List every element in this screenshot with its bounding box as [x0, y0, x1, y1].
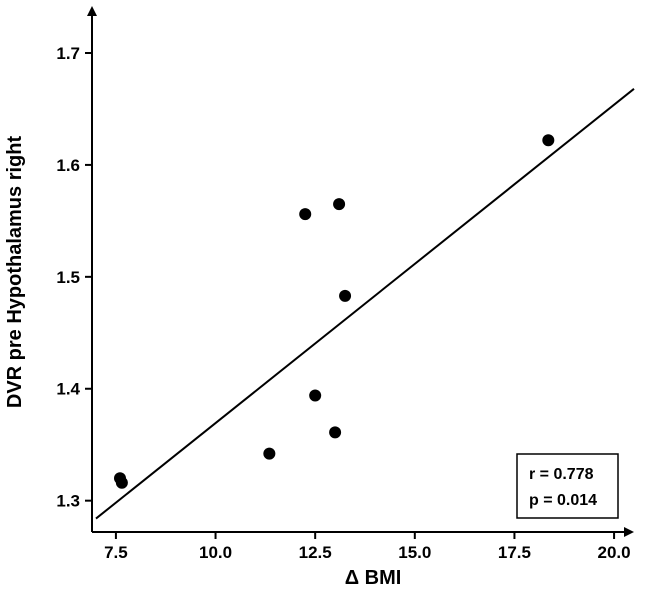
x-tick-label: 20.0: [598, 543, 631, 562]
y-ticks: 1.3 1.4 1.5 1.6 1.7: [56, 44, 92, 511]
data-points: [114, 134, 555, 489]
stats-r-value: r = 0.778: [529, 466, 594, 483]
x-tick-label: 7.5: [104, 543, 128, 562]
y-tick-label: 1.7: [56, 44, 80, 63]
x-axis-arrow: [624, 527, 634, 537]
y-axis-arrow: [87, 6, 97, 16]
x-tick-label: 15.0: [398, 543, 431, 562]
data-point: [339, 289, 352, 302]
data-point: [309, 389, 322, 402]
y-tick-label: 1.5: [56, 268, 80, 287]
x-tick-label: 17.5: [498, 543, 531, 562]
y-tick-label: 1.6: [56, 156, 80, 175]
stats-p-value: p = 0.014: [529, 492, 597, 509]
data-point: [542, 134, 555, 147]
x-ticks: 7.5 10.0 12.5 15.0 17.5 20.0: [104, 532, 631, 562]
data-point: [329, 426, 342, 439]
y-tick-label: 1.4: [56, 380, 80, 399]
data-point: [299, 208, 312, 221]
stats-box: [516, 453, 619, 519]
y-axis-title: DVR pre Hypothalamus right: [4, 136, 26, 409]
regression-line: [95, 88, 635, 520]
data-point: [333, 198, 346, 211]
data-point: [115, 476, 128, 489]
x-axis-title: Δ BMI: [345, 567, 402, 589]
y-tick-label: 1.3: [56, 492, 80, 511]
data-point: [263, 447, 276, 460]
x-tick-label: 12.5: [299, 543, 332, 562]
x-tick-label: 10.0: [199, 543, 232, 562]
